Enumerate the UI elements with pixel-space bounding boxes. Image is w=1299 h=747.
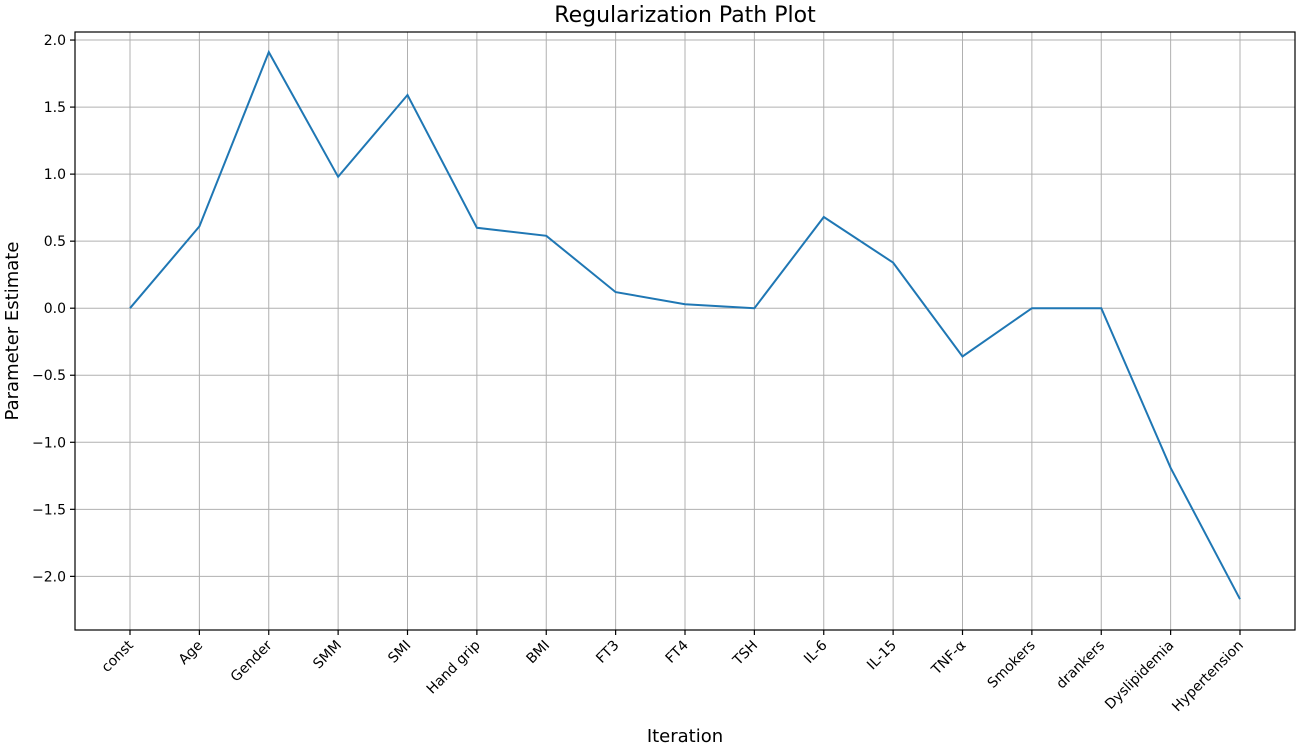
- x-axis-label: Iteration: [647, 726, 723, 747]
- x-tick-label: BMI: [524, 638, 554, 668]
- y-tick-label: 0.5: [44, 234, 66, 250]
- y-tick-label: 1.0: [44, 167, 66, 183]
- x-tick-label: SMI: [385, 638, 414, 667]
- chart-title: Regularization Path Plot: [554, 3, 816, 28]
- x-tick-label: IL-15: [864, 638, 900, 674]
- x-tick-label: TSH: [729, 638, 761, 670]
- y-axis-label: Parameter Estimate: [2, 242, 23, 421]
- y-tick-label: −1.5: [32, 502, 66, 518]
- y-tick-label: 0.0: [44, 301, 66, 317]
- x-tick-label: Hand grip: [424, 637, 484, 697]
- y-tick-label: −1.0: [32, 435, 66, 451]
- x-tick-label: Age: [176, 638, 206, 668]
- x-tick-label: FT3: [593, 638, 622, 667]
- y-tick-label: 1.5: [44, 100, 66, 116]
- series-layer: [129, 49, 1241, 600]
- y-ticks: 2.0 1.5 1.0 0.5 0.0 −0.5 −1.0 −1.5 −2.0: [32, 33, 75, 585]
- grid-layer: [75, 32, 1295, 630]
- x-tick-label: TNF-α: [928, 638, 969, 679]
- x-tick-label: const: [99, 637, 137, 675]
- x-tick-label: IL-6: [801, 637, 831, 667]
- x-tick-label: Hypertension: [1169, 638, 1247, 716]
- x-tick-label: Gender: [228, 637, 276, 685]
- x-tick-label: Smokers: [985, 638, 1039, 692]
- x-tick-label: FT4: [663, 637, 692, 666]
- x-tick-label: SMM: [310, 638, 345, 673]
- x-tick-label: Dyslipidemia: [1102, 638, 1177, 713]
- y-tick-label: −0.5: [32, 368, 66, 384]
- series-line: [129, 49, 1241, 600]
- x-ticks: const Age Gender SMM SMI Hand grip BMI FT3 FT4 TS…: [99, 630, 1247, 715]
- y-tick-label: 2.0: [44, 33, 66, 49]
- x-tick-label: drankers: [1053, 638, 1108, 693]
- y-tick-label: −2.0: [32, 569, 66, 585]
